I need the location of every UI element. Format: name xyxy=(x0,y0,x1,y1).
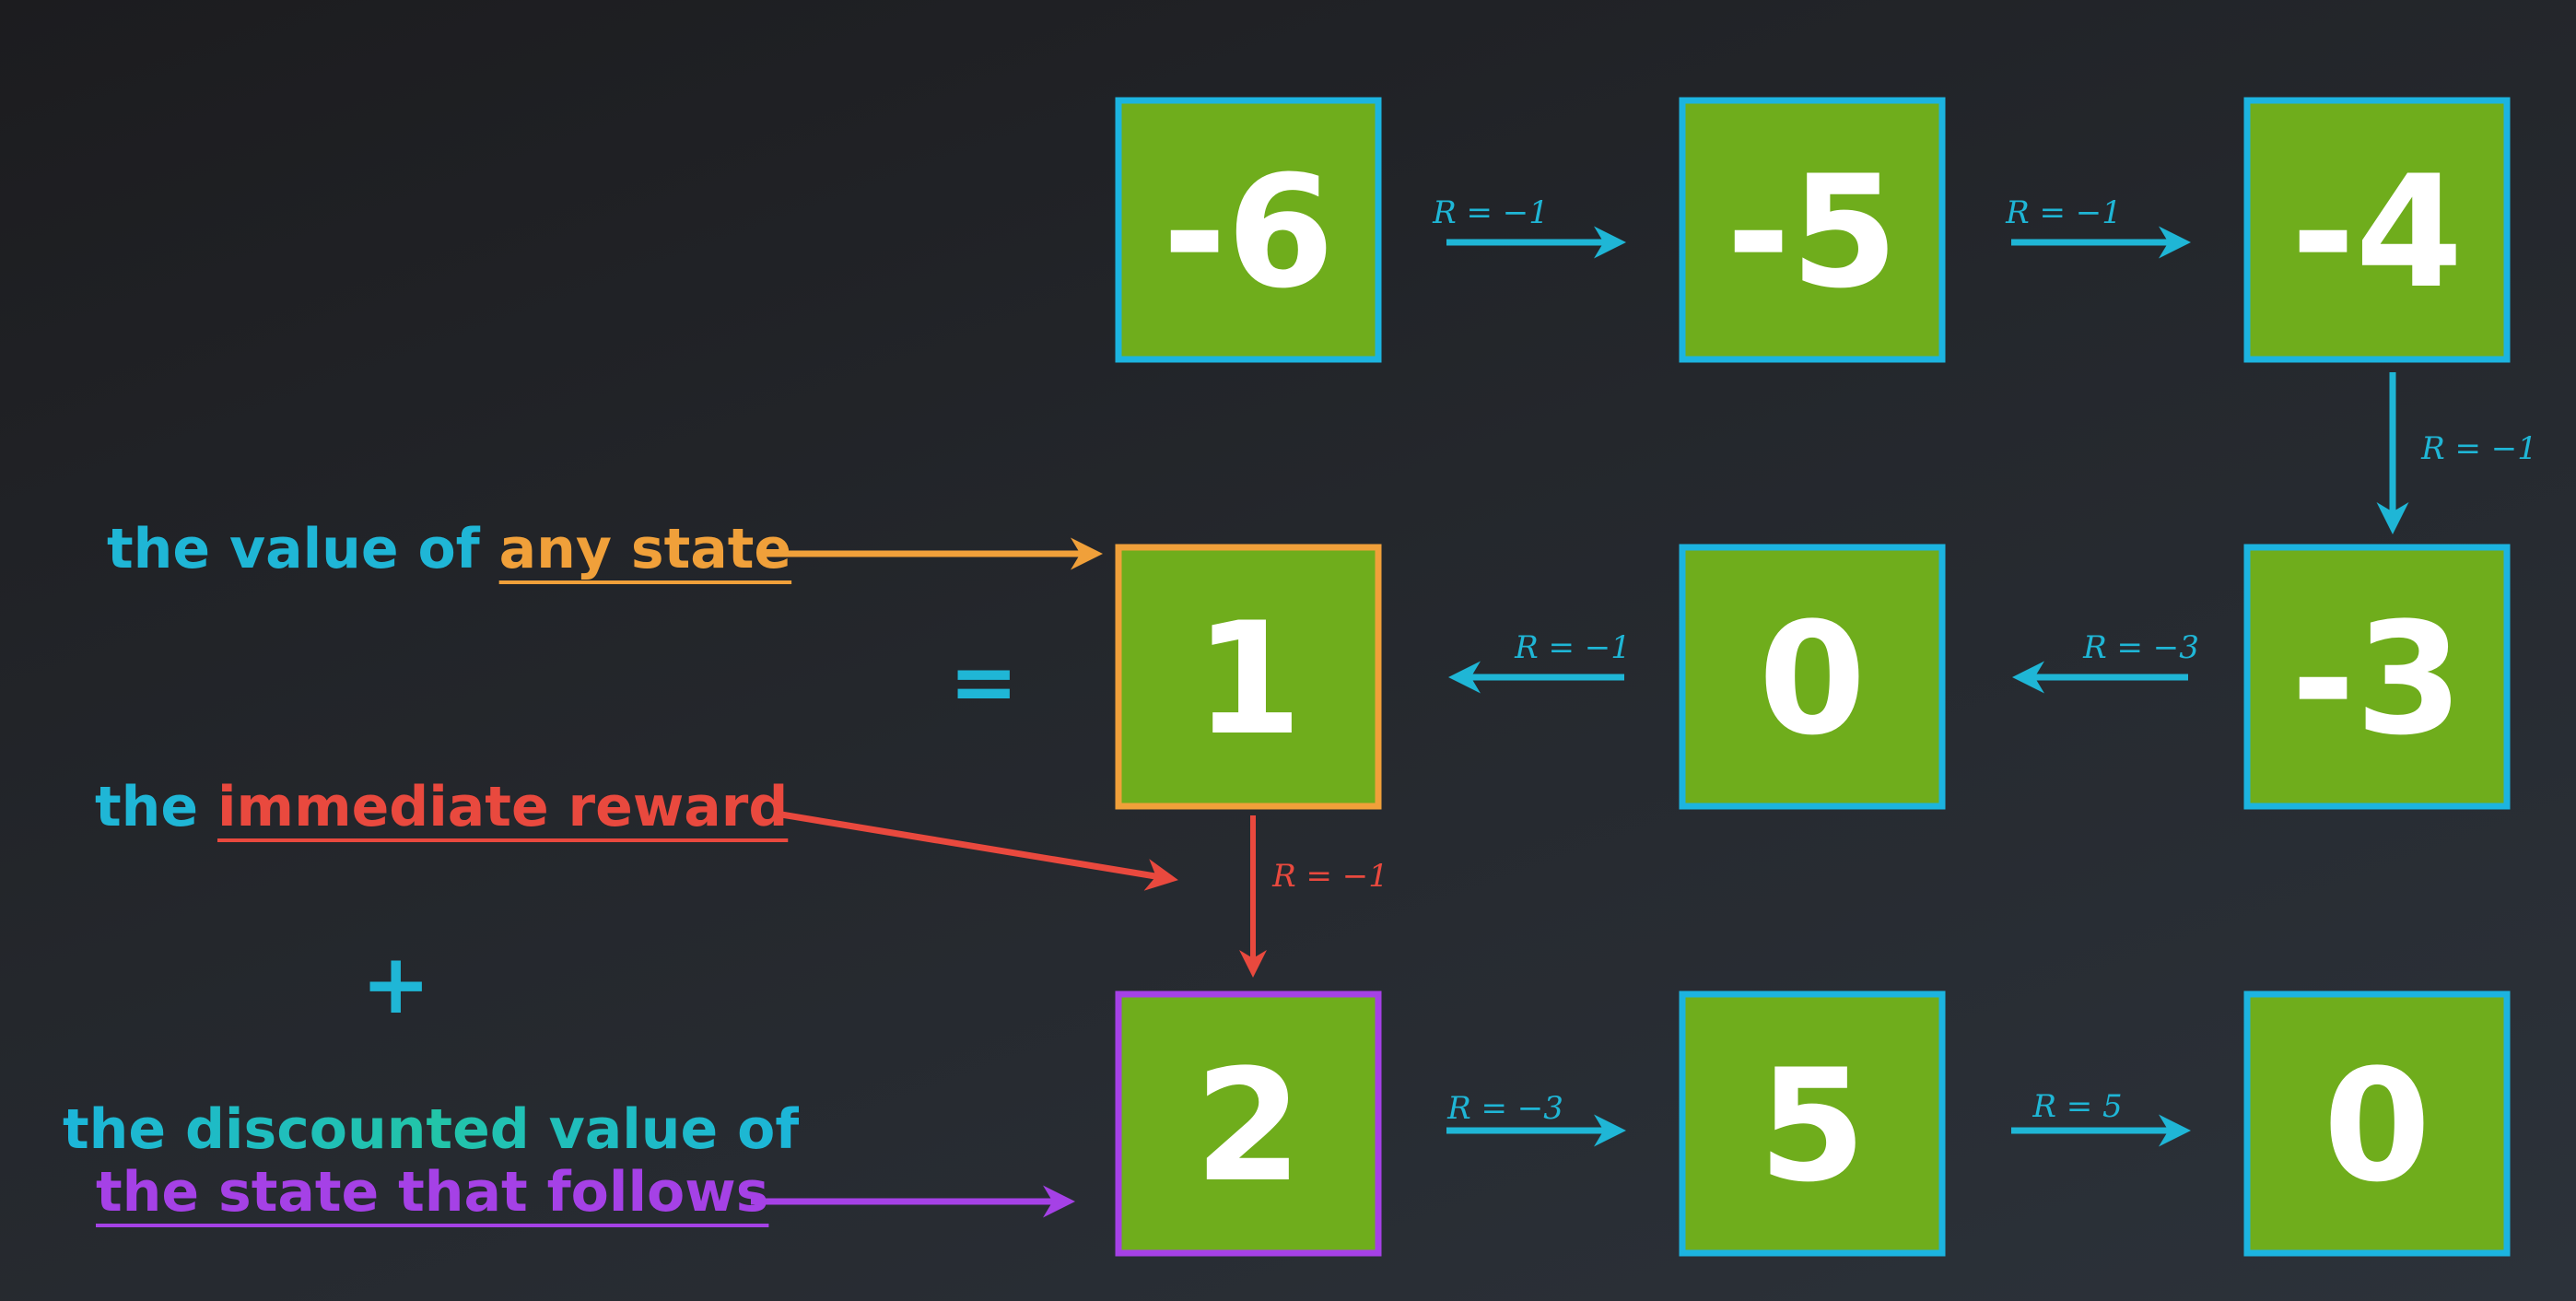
cell-box xyxy=(1115,990,1382,1257)
cell-r1c1: 0 xyxy=(1679,544,1946,810)
cell-box xyxy=(1115,97,1382,363)
transition-arrow-4-to-3: R = −1 xyxy=(2376,372,2537,534)
cell-value: 1 xyxy=(1195,589,1303,769)
cell-value: 2 xyxy=(1195,1036,1303,1216)
transition-arrow-3-to-0: R = −3 xyxy=(2012,629,2199,694)
reward-label: R = −1 xyxy=(1432,194,1549,231)
transition-arrow-1-to-2: R = −1 xyxy=(1239,815,1388,978)
value-prefix-text: the value of xyxy=(107,517,499,581)
cell-r0c2: -4 xyxy=(2243,97,2511,363)
reward-label: R = −1 xyxy=(2420,430,2537,467)
reward-label: R = −1 xyxy=(1514,629,1631,666)
transition-arrow-6-to-5: R = −1 xyxy=(1432,194,1626,259)
cell-value: 0 xyxy=(2324,1036,2431,1216)
discounted-value-text: the discounted value of xyxy=(63,1097,800,1162)
transition-arrow-5-to-0: R = 5 xyxy=(2011,1088,2191,1147)
cell-value: -6 xyxy=(1163,142,1335,322)
cell-value: -4 xyxy=(2291,142,2464,322)
transition-arrow-2-to-5: R = −3 xyxy=(1446,1090,1626,1147)
reward-label: R = −1 xyxy=(1271,858,1388,895)
cell-r2c1: 5 xyxy=(1679,990,1946,1257)
cell-r0c1: -5 xyxy=(1679,97,1946,363)
state-that-follows-text: the state that follows xyxy=(96,1160,769,1225)
reward-label: R = 5 xyxy=(2032,1088,2122,1125)
reward-prefix-text: the xyxy=(95,775,217,839)
cell-r1c2: -3 xyxy=(2243,544,2511,810)
transition-arrow-0-to-1: R = −1 xyxy=(1448,629,1631,694)
cell-box xyxy=(1115,544,1382,810)
reward-label: R = −3 xyxy=(2082,629,2199,666)
cell-value: -5 xyxy=(1727,142,1899,322)
cell-box xyxy=(2243,97,2511,363)
cell-value: -3 xyxy=(2291,589,2464,769)
immediate-reward-pointer-arrow xyxy=(780,811,1178,891)
cell-value: 0 xyxy=(1759,589,1867,769)
cell-box xyxy=(1679,544,1946,810)
state-that-follows-label: the state that follows xyxy=(96,1165,768,1220)
equals-sign: = xyxy=(949,634,1019,731)
cell-r1c0: 1 xyxy=(1115,544,1382,810)
cell-r0c0: -6 xyxy=(1115,97,1382,363)
cell-box xyxy=(1679,97,1946,363)
cell-r2c0: 2 xyxy=(1115,990,1382,1257)
cell-box xyxy=(2243,990,2511,1257)
immediate-reward-text: immediate reward xyxy=(217,775,789,839)
any-state-text: any state xyxy=(498,517,792,581)
plus-sign: + xyxy=(361,936,431,1033)
cell-value: 5 xyxy=(1759,1036,1867,1216)
immediate-reward-label: the immediate reward xyxy=(95,779,788,835)
cell-box xyxy=(1679,990,1946,1257)
reward-label: R = −1 xyxy=(2005,194,2122,231)
transition-arrow-5-to-4: R = −1 xyxy=(2005,194,2191,259)
value-of-any-state-label: the value of any state xyxy=(107,522,791,577)
cell-r2c2: 0 xyxy=(2243,990,2511,1257)
discounted-value-label: the discounted value of xyxy=(63,1102,799,1157)
reward-label: R = −3 xyxy=(1446,1090,1563,1127)
cell-box xyxy=(2243,544,2511,810)
